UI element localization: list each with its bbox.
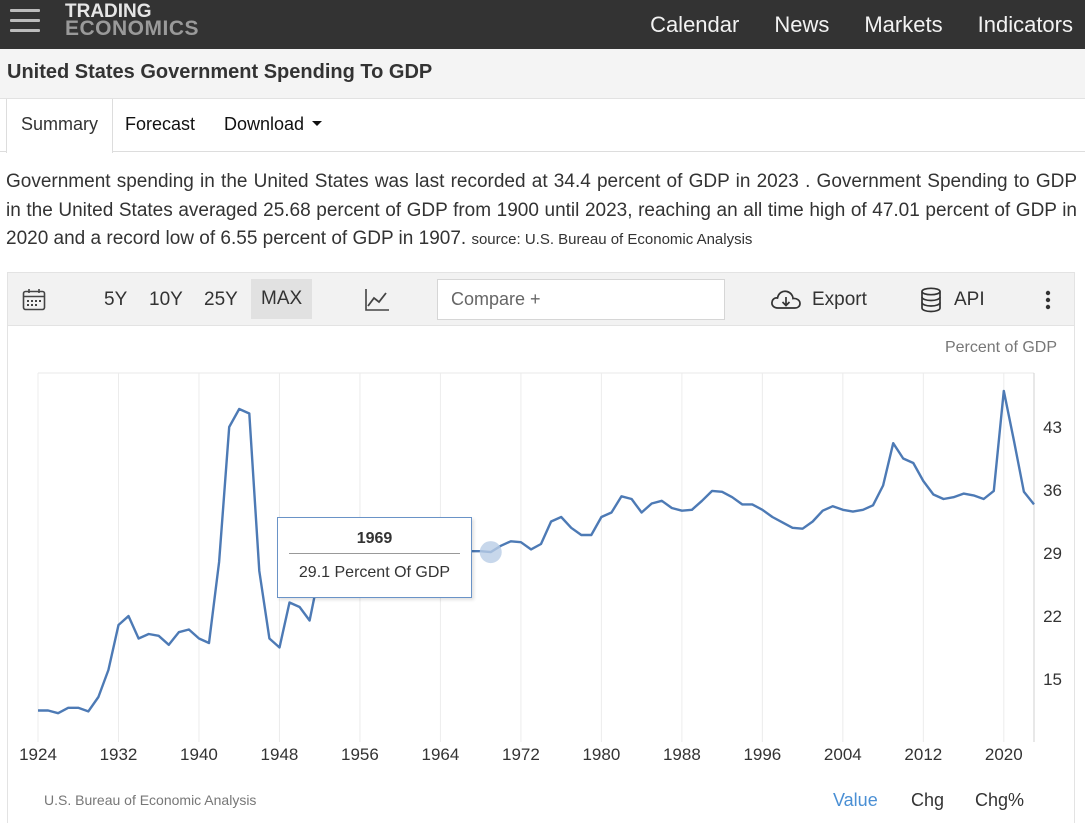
chart-tooltip: 1969 29.1 Percent Of GDP bbox=[277, 517, 472, 598]
nav-markets-link[interactable]: Markets bbox=[864, 11, 943, 37]
export-cloud-icon[interactable] bbox=[770, 288, 802, 317]
export-button[interactable]: Export bbox=[812, 289, 867, 310]
y-tick-label: 36 bbox=[1043, 481, 1062, 500]
logo-line-1: TRADING bbox=[65, 1, 152, 22]
tooltip-value: 29.1 Percent Of GDP bbox=[298, 564, 451, 581]
nav-calendar-link[interactable]: Calendar bbox=[650, 11, 740, 37]
x-tick-label: 2020 bbox=[985, 745, 1023, 764]
summary-description: Government spending in the United States… bbox=[6, 168, 1077, 255]
x-tick-label: 2012 bbox=[904, 745, 942, 764]
chart-source: U.S. Bureau of Economic Analysis bbox=[44, 792, 257, 808]
tab-download[interactable]: Download bbox=[224, 99, 323, 152]
y-tick-label: 29 bbox=[1043, 544, 1062, 563]
series-line bbox=[38, 389, 1035, 715]
x-tick-label: 1964 bbox=[422, 745, 460, 764]
tooltip-year: 1969 bbox=[356, 530, 393, 547]
more-options-icon[interactable] bbox=[1045, 290, 1051, 315]
nav-indicators-link[interactable]: Indicators bbox=[977, 11, 1073, 37]
tab-bar: Summary Forecast Download bbox=[0, 99, 1085, 153]
caret-down-icon bbox=[312, 121, 323, 127]
nav-news-link[interactable]: News bbox=[774, 11, 830, 37]
chart-type-icon[interactable] bbox=[364, 287, 390, 318]
description-text: Government spending in the United States… bbox=[6, 171, 1077, 249]
database-icon[interactable] bbox=[920, 287, 942, 318]
calendar-icon[interactable] bbox=[22, 288, 46, 317]
top-nav-bar: TRADING ECONOMICS Calendar News Markets … bbox=[0, 0, 1085, 49]
logo-line-2: ECONOMICS bbox=[65, 17, 200, 40]
tab-forecast[interactable]: Forecast bbox=[125, 114, 196, 134]
hamburger-menu-icon[interactable] bbox=[10, 7, 40, 35]
description-source: source: U.S. Bureau of Economic Analysis bbox=[471, 231, 753, 248]
range-10y-button[interactable]: 10Y bbox=[149, 289, 183, 310]
x-tick-label: 1932 bbox=[100, 745, 138, 764]
tooltip-divider bbox=[289, 553, 460, 554]
compare-input[interactable]: Compare + bbox=[437, 279, 725, 320]
tab-download-label: Download bbox=[224, 114, 305, 134]
highlight-point bbox=[479, 541, 502, 564]
x-tick-label: 1996 bbox=[743, 745, 781, 764]
x-tick-label: 1956 bbox=[341, 745, 379, 764]
chart-panel: 5Y 10Y 25Y MAX Compare + Export bbox=[7, 272, 1075, 823]
y-tick-label: 15 bbox=[1043, 670, 1062, 689]
x-tick-label: 1924 bbox=[19, 745, 57, 764]
api-button[interactable]: API bbox=[954, 289, 985, 310]
x-tick-label: 1988 bbox=[663, 745, 701, 764]
x-tick-label: 2004 bbox=[824, 745, 862, 764]
tab-summary[interactable]: Summary bbox=[6, 99, 113, 153]
page-title: United States Government Spending To GDP bbox=[7, 61, 433, 83]
mode-chg-pct-tab[interactable]: Chg% bbox=[975, 790, 1025, 810]
x-tick-label: 1940 bbox=[180, 745, 218, 764]
mode-value-tab[interactable]: Value bbox=[833, 790, 878, 810]
range-25y-button[interactable]: 25Y bbox=[204, 289, 238, 310]
unit-label: Percent of GDP bbox=[944, 339, 1057, 356]
main-nav: Calendar News Markets Indicators bbox=[615, 0, 1073, 49]
mode-chg-tab[interactable]: Chg bbox=[911, 790, 945, 810]
site-logo[interactable]: TRADING ECONOMICS bbox=[65, 1, 200, 40]
range-5y-button[interactable]: 5Y bbox=[104, 289, 128, 310]
y-tick-label: 22 bbox=[1043, 607, 1062, 626]
y-tick-label: 43 bbox=[1043, 418, 1062, 437]
title-bar: United States Government Spending To GDP bbox=[0, 49, 1085, 99]
range-max-button[interactable]: MAX bbox=[251, 279, 313, 319]
chart-toolbar: 5Y 10Y 25Y MAX Compare + Export bbox=[8, 273, 1074, 326]
x-tick-label: 1980 bbox=[582, 745, 620, 764]
x-tick-label: 1972 bbox=[502, 745, 540, 764]
x-tick-label: 1948 bbox=[261, 745, 299, 764]
line-chart[interactable]: 1924 1932 1940 1948 1956 1964 1972 1980 1988 1996… bbox=[8, 273, 1074, 824]
